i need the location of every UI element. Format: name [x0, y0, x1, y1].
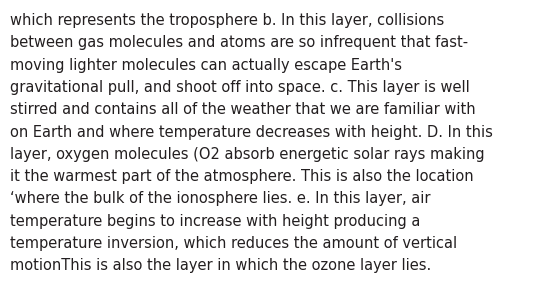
Text: temperature begins to increase with height producing a: temperature begins to increase with heig… — [10, 214, 420, 229]
Text: between gas molecules and atoms are so infrequent that fast-: between gas molecules and atoms are so i… — [10, 35, 468, 50]
Text: motionThis is also the layer in which the ozone layer lies.: motionThis is also the layer in which th… — [10, 258, 431, 273]
Text: on Earth and where temperature decreases with height. D. In this: on Earth and where temperature decreases… — [10, 125, 493, 139]
Text: it the warmest part of the atmosphere. This is also the location: it the warmest part of the atmosphere. T… — [10, 169, 474, 184]
Text: gravitational pull, and shoot off into space. c. This layer is well: gravitational pull, and shoot off into s… — [10, 80, 470, 95]
Text: which represents the troposphere b. In this layer, collisions: which represents the troposphere b. In t… — [10, 13, 444, 28]
Text: temperature inversion, which reduces the amount of vertical: temperature inversion, which reduces the… — [10, 236, 457, 251]
Text: layer, oxygen molecules (O2 absorb energetic solar rays making: layer, oxygen molecules (O2 absorb energ… — [10, 147, 485, 162]
Text: moving lighter molecules can actually escape Earth's: moving lighter molecules can actually es… — [10, 58, 402, 73]
Text: stirred and contains all of the weather that we are familiar with: stirred and contains all of the weather … — [10, 102, 475, 117]
Text: ‘where the bulk of the ionosphere lies. e. In this layer, air: ‘where the bulk of the ionosphere lies. … — [10, 191, 431, 206]
